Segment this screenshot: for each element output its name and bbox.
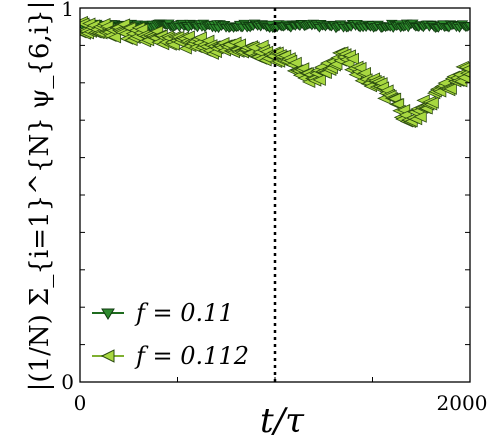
point-series-1 xyxy=(443,82,457,95)
legend-marker-series-1 xyxy=(100,349,115,363)
y-tick-label-top: 1 xyxy=(61,0,74,21)
point-series-1 xyxy=(345,52,359,65)
y-axis-label: |(1/N) Σ_{i=1}^{N} ψ_{6,i}| xyxy=(25,1,55,392)
y-tick-label-bottom: 0 xyxy=(61,370,74,394)
x-axis-label: t/τ xyxy=(260,401,305,441)
point-series-1 xyxy=(463,71,470,78)
point-series-1 xyxy=(413,110,427,123)
x-tick-label-right: 2000 xyxy=(437,391,488,415)
point-series-0 xyxy=(464,22,470,31)
point-series-1 xyxy=(107,31,122,44)
legend: f = 0.11 f = 0.112 xyxy=(92,299,249,370)
series-layer xyxy=(80,15,470,129)
legend-marker-series-0 xyxy=(101,308,115,320)
point-series-1 xyxy=(312,73,326,86)
legend-label-series-0: f = 0.11 xyxy=(134,299,234,327)
x-tick-label-left: 0 xyxy=(74,391,87,415)
legend-label-series-1: f = 0.112 xyxy=(134,342,249,370)
tick-layer xyxy=(79,7,471,383)
point-series-1 xyxy=(288,56,302,69)
point-series-1 xyxy=(390,98,405,111)
series-1 xyxy=(80,15,470,129)
point-series-1 xyxy=(425,96,439,109)
point-series-1 xyxy=(461,65,470,73)
